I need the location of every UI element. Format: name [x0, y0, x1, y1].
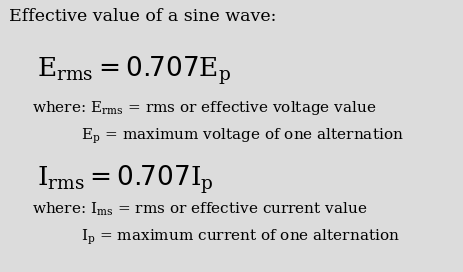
Text: where: $\mathregular{E}_{\mathregular{rms}}$ = rms or effective voltage value: where: $\mathregular{E}_{\mathregular{rm… — [32, 99, 377, 117]
Text: Effective value of a sine wave:: Effective value of a sine wave: — [9, 8, 276, 25]
Text: $\mathregular{I}_{\mathregular{p}}$ = maximum current of one alternation: $\mathregular{I}_{\mathregular{p}}$ = ma… — [81, 227, 400, 247]
Text: $\mathregular{E}_{\mathregular{p}}$ = maximum voltage of one alternation: $\mathregular{E}_{\mathregular{p}}$ = ma… — [81, 126, 404, 146]
Text: $\mathregular{E}_{\mathregular{rms}} = 0.707\mathregular{E}_{\mathregular{p}}$: $\mathregular{E}_{\mathregular{rms}} = 0… — [37, 54, 231, 87]
Text: where: $\mathregular{I}_{\mathregular{ms}}$ = rms or effective current value: where: $\mathregular{I}_{\mathregular{ms… — [32, 200, 368, 218]
Text: $\mathregular{I}_{\mathregular{rms}} = 0.707\mathregular{I}_{\mathregular{p}}$: $\mathregular{I}_{\mathregular{rms}} = 0… — [37, 163, 214, 196]
